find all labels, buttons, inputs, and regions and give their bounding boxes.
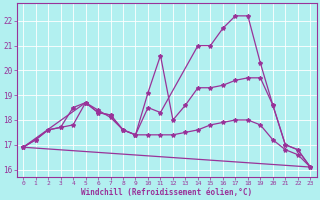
X-axis label: Windchill (Refroidissement éolien,°C): Windchill (Refroidissement éolien,°C) bbox=[81, 188, 252, 197]
